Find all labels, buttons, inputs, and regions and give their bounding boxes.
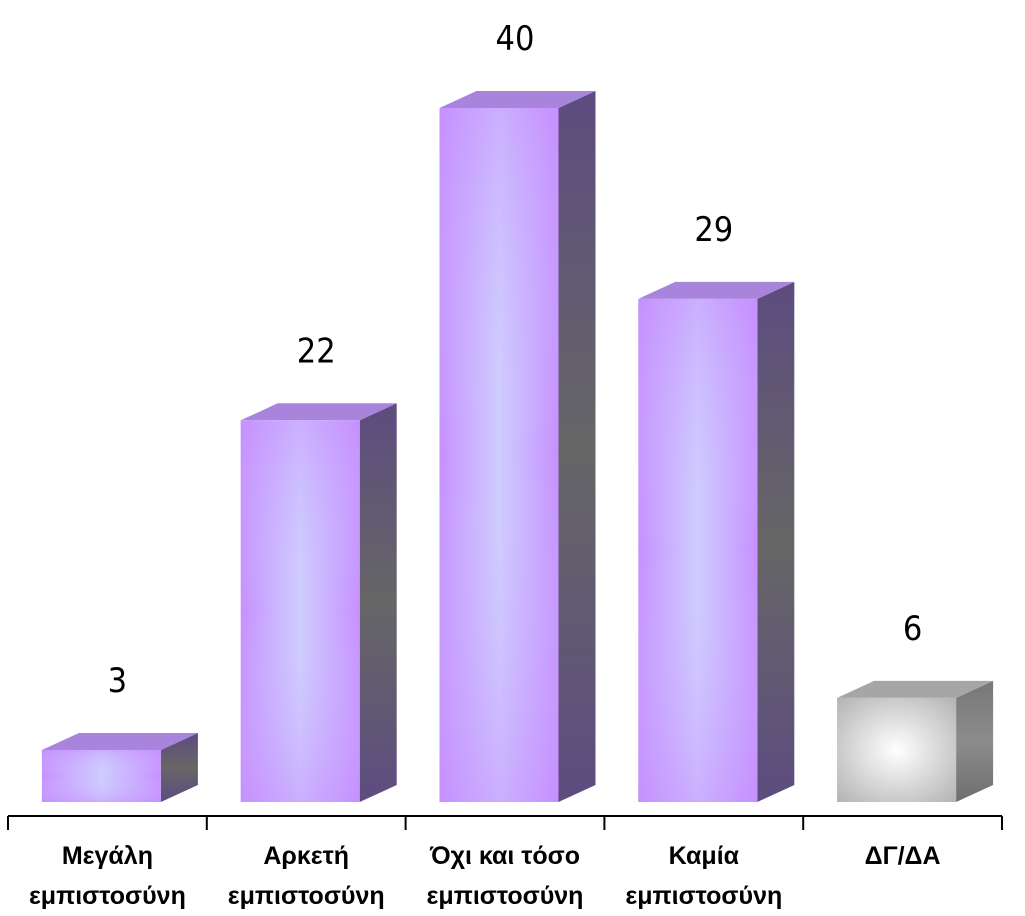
category-label-line: Μεγάλη — [62, 842, 153, 870]
value-label: 3 — [108, 661, 127, 701]
category-label: Αρκετή εμπιστοσύνη — [228, 842, 385, 910]
value-label: 40 — [496, 19, 535, 59]
category-label: Μεγάλη εμπιστοσύνη — [29, 842, 186, 910]
bar-front-shade — [240, 420, 360, 802]
category-label-line: Όχι και τόσο — [429, 842, 580, 870]
bar-side-face — [160, 732, 198, 802]
category-label: Όχι και τόσο εμπιστοσύνη — [427, 842, 584, 910]
bar-front-shade — [41, 749, 161, 802]
bar-3 — [439, 91, 596, 802]
value-label: 6 — [903, 609, 922, 649]
bar-side-face — [558, 91, 596, 802]
category-label-line: εμπιστοσύνη — [427, 882, 584, 910]
category-label: ΔΓ/ΔΑ — [865, 842, 941, 870]
value-label: 22 — [297, 331, 336, 371]
category-label-line: Αρκετή — [263, 842, 349, 870]
bars-layer — [41, 91, 994, 803]
category-label: Καμία εμπιστοσύνη — [625, 842, 782, 910]
bar-2 — [240, 403, 397, 802]
bar-top-face — [439, 91, 596, 108]
bar-front-shade — [439, 108, 559, 802]
bar-side-face — [956, 680, 994, 802]
category-label-line: Καμία — [669, 842, 740, 870]
bar-side-face — [757, 281, 795, 803]
category-label-line: εμπιστοσύνη — [29, 882, 186, 910]
category-label-line: εμπιστοσύνη — [228, 882, 385, 910]
bar-top-face — [240, 403, 397, 421]
x-axis — [7, 815, 1003, 830]
bar-5 — [837, 680, 994, 802]
bar-front-shade — [638, 298, 758, 802]
bar-top-face — [41, 732, 198, 750]
bar-top-face — [638, 281, 795, 299]
bar-4 — [638, 281, 795, 803]
value-label: 29 — [694, 210, 733, 250]
bar-top-face — [837, 680, 994, 698]
bar-front-face — [837, 697, 957, 802]
labels-layer: 3 Μεγάλη εμπιστοσύνη 22 Αρκετή εμπιστοσύνη 40 Ό… — [29, 19, 941, 910]
category-label-line: εμπιστοσύνη — [625, 882, 782, 910]
bar-side-face — [359, 403, 397, 802]
bar-1 — [41, 732, 198, 802]
category-label-line: ΔΓ/ΔΑ — [865, 842, 941, 870]
